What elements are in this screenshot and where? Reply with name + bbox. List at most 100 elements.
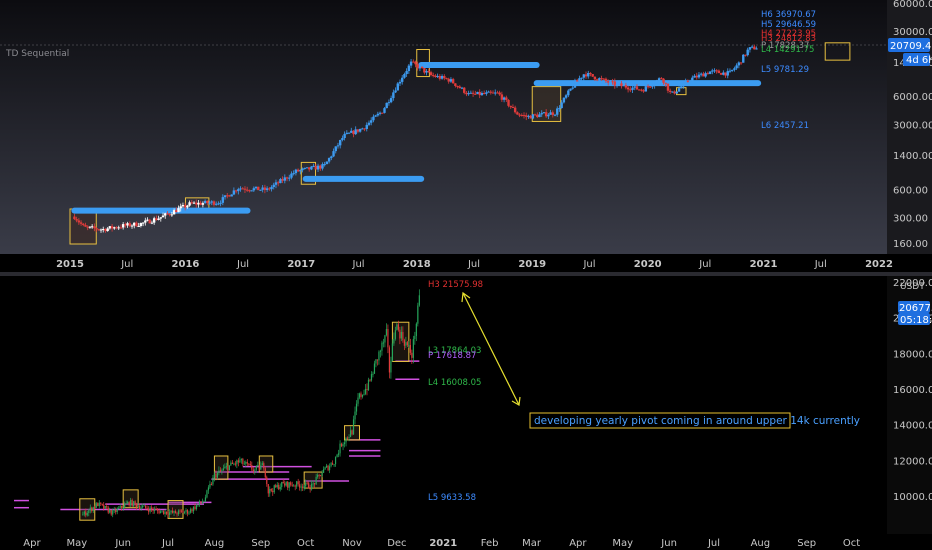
top-candle-body [733,68,736,70]
bottom-candle-body [177,510,180,515]
bottom-pivot-label: P 17618.87 [428,351,476,361]
bottom-setup-box [258,455,274,473]
bottom-candle-body [192,506,195,512]
unit-label: USDT [900,282,925,292]
top-candle-body [150,222,154,224]
bottom-candle-body [303,485,305,488]
bottom-price-tick-label: 14000.00 [893,421,932,432]
bottom-candle-body [372,373,374,375]
bottom-price-tag: 20677.07 05:18:37 [898,301,932,326]
bottom-candle-body [186,509,189,514]
top-candle-body [722,72,725,75]
top-candle-body [257,186,260,191]
bottom-candle-body [142,505,144,508]
bottom-candle-body [385,329,388,336]
bottom-candle-body [339,443,341,454]
top-time-axis-background [0,254,932,272]
top-time-tick-label: 2020 [634,259,662,270]
bottom-candle-body [390,360,392,373]
bottom-candle-body [288,482,290,488]
annotation-callout[interactable]: developing yearly pivot coming in around… [529,412,860,429]
top-candle-body [542,112,546,114]
top-candle-body [606,81,610,83]
bottom-candle-body [176,513,178,515]
bottom-candle-body [403,340,405,346]
top-candle-body [660,78,663,80]
top-candle-body [494,92,497,94]
top-candle-body [536,114,539,118]
bottom-time-tick-label: Oct [297,538,314,549]
top-candle-body [518,114,521,116]
top-candle-body [77,220,81,223]
top-candle-body [396,83,399,91]
double-arrow-annotation[interactable] [461,291,521,406]
top-pivot-label: L6 2457.21 [761,121,809,131]
top-candle-body [405,71,408,75]
bottom-price-tick-label: 18000.00 [893,349,932,360]
bottom-candle-body [170,510,172,513]
bottom-pivot-label: H3 21575.98 [428,280,483,290]
top-candle-body [79,222,83,224]
top-candle-body [677,88,681,92]
top-candle-body [571,87,574,89]
top-candle-body [471,92,475,94]
top-candle-body [567,90,570,96]
bottom-candle-body [399,329,401,339]
top-candle-body [620,83,623,86]
top-candle-body [95,228,98,230]
bottom-candle-body [245,462,247,464]
bottom-candle-body [278,484,280,490]
top-candle-body [345,132,349,134]
bottom-candle-body [213,473,216,478]
bottom-candle-body [145,505,147,508]
top-candle-body [327,158,331,162]
panel-divider[interactable] [0,272,932,276]
top-candle-body [478,91,481,96]
top-price-tag: 20709.45 4d 6h [888,38,932,66]
bottom-candle-body [174,511,177,514]
top-candle-body [513,107,517,113]
bottom-candle-body [204,497,207,502]
top-candle-body [177,208,180,213]
top-candle-body [640,89,643,91]
top-candle-body [527,115,530,117]
bottom-candle-body [400,331,402,339]
top-candle-body [252,188,256,191]
top-candle-body [688,81,692,83]
top-candle-body [376,113,380,116]
top-candle-body [126,223,129,226]
bottom-candle-body [100,502,102,504]
top-time-tick-label: 2016 [172,259,200,270]
bottom-setup-box [391,321,410,362]
bottom-candle-body [112,510,114,515]
top-candle-body [197,202,200,205]
top-candle-body [392,92,395,99]
top-candle-body [265,188,269,190]
annotation-text: developing yearly pivot coming in around… [534,415,860,427]
top-candle-body [414,61,417,65]
top-time-tick-label: Jul [814,259,827,270]
bottom-candle-body [240,458,242,461]
top-candle-body [190,202,194,204]
bottom-time-tick-label: Apr [23,538,41,549]
top-candle-body [369,120,373,123]
top-candle-body [458,86,461,89]
bottom-candle-body [118,507,120,509]
bottom-candle-body [255,466,257,470]
top-candle-body [223,195,227,198]
top-candle-body [148,219,151,224]
top-candle-body [715,70,718,72]
bottom-candle-body [308,483,310,489]
top-candle-body [354,129,357,135]
top-candle-body [562,97,566,103]
bottom-candle-body [269,488,271,494]
bottom-candle-body [212,477,214,485]
top-candle-body [445,78,448,80]
top-candle-body [124,224,127,226]
bottom-candle-body [345,437,347,443]
bottom-candle-body [315,476,317,485]
top-candle-body [691,77,694,82]
top-time-tick-label: Jul [698,259,711,270]
bottom-candle-body [387,329,389,348]
